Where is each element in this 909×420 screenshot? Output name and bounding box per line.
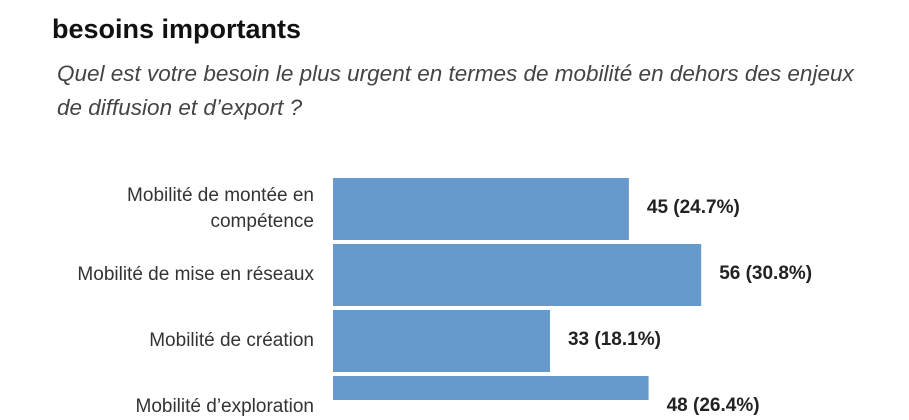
bar: [333, 244, 702, 306]
chart-subtitle: Quel est votre besoin le plus urgent en …: [57, 61, 854, 120]
value-label: 33 (18.1%): [567, 329, 661, 350]
category-label: Mobilité de création: [149, 330, 314, 351]
value-label: 56 (30.8%): [719, 263, 813, 284]
page: besoins importants Quel est votre besoin…: [52, 14, 854, 417]
category-label: Mobilité de mise en réseaux: [77, 264, 314, 285]
bar: [333, 178, 629, 240]
category-label: Mobilité de montée en compétence: [127, 185, 314, 232]
bar: [333, 310, 550, 372]
value-label: 48 (26.4%): [666, 395, 760, 416]
category-label: Mobilité d’exploration: [135, 396, 315, 417]
bar: [333, 376, 649, 400]
chart: [333, 178, 702, 400]
chart-title: besoins importants: [52, 14, 302, 44]
value-label: 45 (24.7%): [646, 197, 740, 218]
